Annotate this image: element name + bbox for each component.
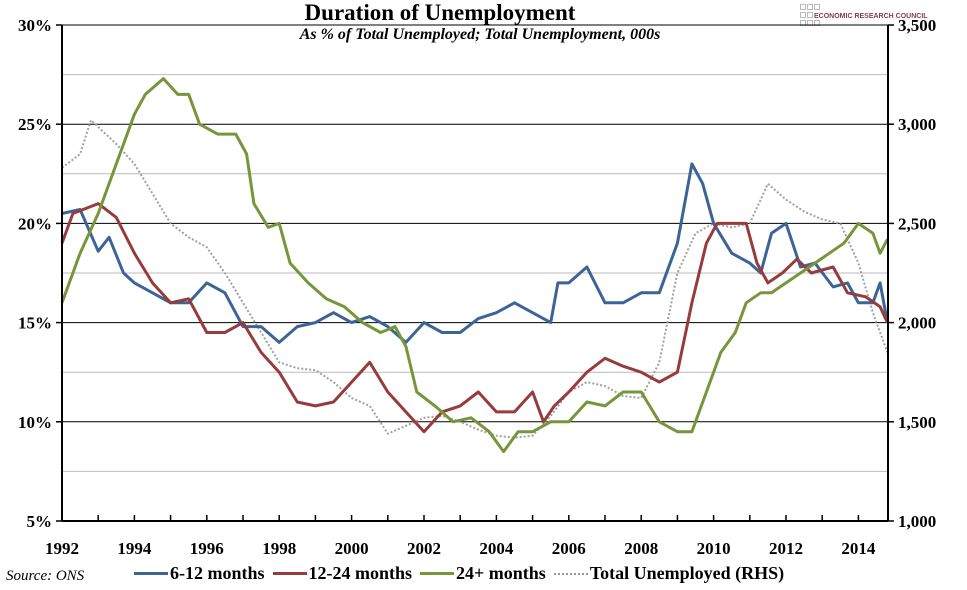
y-left-tick-label: 20% bbox=[18, 214, 52, 233]
legend-swatch bbox=[272, 572, 307, 575]
y-left-tick-label: 25% bbox=[18, 115, 52, 134]
source-note: Source: ONS bbox=[6, 568, 85, 584]
legend-label: Total Unemployed (RHS) bbox=[589, 563, 785, 583]
legend: 6-12 months 12-24 months 24+ months Total U… bbox=[134, 563, 784, 584]
x-tick-label: 2008 bbox=[624, 539, 658, 558]
legend-swatch bbox=[553, 572, 588, 575]
chart-subtitle: As % of Total Unemployed; Total Unemploy… bbox=[299, 26, 661, 43]
legend-item: 24+ months bbox=[420, 563, 546, 584]
logo-text: ECONOMIC RESEARCH COUNCIL bbox=[814, 13, 928, 20]
x-tick-label: 1996 bbox=[190, 539, 224, 558]
x-tick-label: 1998 bbox=[262, 539, 296, 558]
legend-label: 6-12 months bbox=[170, 563, 265, 583]
series-line-6-12-months bbox=[61, 162, 889, 344]
legend-swatch bbox=[134, 572, 168, 575]
y-right-tick-label: 2,500 bbox=[898, 214, 936, 233]
legend-item: 12-24 months bbox=[272, 563, 413, 584]
legend-item: Total Unemployed (RHS) bbox=[553, 563, 785, 584]
y-right-tick-label: 3,000 bbox=[898, 115, 936, 134]
x-tick-label: 2000 bbox=[335, 539, 369, 558]
x-tick-label: 2012 bbox=[769, 539, 803, 558]
x-tick-label: 2014 bbox=[841, 539, 876, 558]
x-tick-label: 2010 bbox=[697, 539, 731, 558]
x-tick-label: 2002 bbox=[407, 539, 441, 558]
y-left-tick-label: 5% bbox=[27, 512, 53, 531]
x-tick-label: 1994 bbox=[117, 539, 152, 558]
x-tick-label: 2006 bbox=[552, 539, 586, 558]
series-line-12-24-months bbox=[60, 202, 889, 434]
y-left-tick-label: 10% bbox=[18, 413, 52, 432]
legend-label: 12-24 months bbox=[308, 563, 413, 583]
x-tick-label: 1992 bbox=[45, 539, 79, 558]
y-right-tick-label: 1,000 bbox=[898, 512, 936, 531]
x-tick-label: 2004 bbox=[479, 539, 514, 558]
chart-title: Duration of Unemployment bbox=[304, 0, 576, 25]
series-line-24-months bbox=[60, 77, 889, 454]
legend-item: 6-12 months bbox=[134, 563, 265, 584]
y-left-tick-label: 30% bbox=[18, 16, 52, 35]
series-line-total-unemployed-rhs- bbox=[61, 119, 889, 439]
y-left-tick-label: 15% bbox=[18, 314, 52, 333]
legend-label: 24+ months bbox=[456, 563, 546, 583]
legend-swatch bbox=[420, 572, 455, 575]
y-right-tick-label: 3,500 bbox=[898, 16, 936, 35]
y-right-tick-label: 2,000 bbox=[898, 314, 936, 333]
y-right-tick-label: 1,500 bbox=[898, 413, 936, 432]
